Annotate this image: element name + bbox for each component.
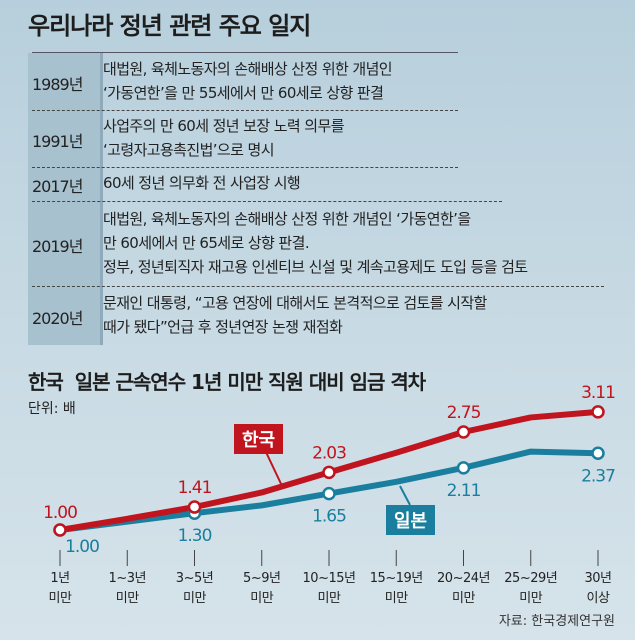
source-note: 자료: 한국경제연구원 bbox=[498, 614, 615, 629]
x-tick-label: 이상 bbox=[587, 591, 610, 606]
timeline-year: 1991년 bbox=[32, 131, 83, 151]
description-line: ‘고령자고용촉진법’으로 명시 bbox=[103, 140, 275, 159]
x-tick-label: 25~29년 bbox=[504, 571, 557, 586]
description-line: ‘가동연한’을 만 55세에서 만 60세로 상향 판결 bbox=[103, 83, 384, 102]
timeline-year: 2020년 bbox=[32, 308, 83, 328]
data-point bbox=[322, 465, 336, 480]
x-tick-label: 미만 bbox=[116, 591, 139, 606]
row-divider bbox=[32, 167, 458, 168]
x-tick-label: 5~9년 bbox=[243, 571, 280, 586]
data-label: 2.11 bbox=[447, 481, 481, 501]
description-line: 대법원, 육체노동자의 손해배상 산정 위한 개념인 ‘가동연한’을 bbox=[103, 209, 471, 228]
data-point bbox=[322, 486, 336, 501]
description-line: 대법원, 육체노동자의 손해배상 산정 위한 개념인 bbox=[103, 59, 393, 78]
data-label: 1.00 bbox=[43, 503, 77, 523]
data-label: 1.41 bbox=[178, 478, 212, 498]
timeline-description: 사업주의 만 60세 정년 보장 노력 의무를 ‘고령자고용촉진법’으로 명시 bbox=[103, 114, 345, 162]
description-line: 정부, 정년퇴직자 재고용 인센티브 신설 및 계속고용제도 도입 등을 검토 bbox=[103, 257, 528, 276]
data-label: 2.03 bbox=[312, 443, 346, 463]
timeline-description: 60세 정년 의무화 전 사업장 시행 bbox=[103, 171, 301, 195]
x-tick-label: 미만 bbox=[519, 591, 542, 606]
data-label: 1.65 bbox=[312, 507, 346, 527]
legend-japan: 일본 bbox=[386, 505, 436, 535]
chart-title: 한국 일본 근속연수 1년 미만 직원 대비 임금 격차 bbox=[28, 370, 426, 394]
data-label: 2.75 bbox=[447, 403, 481, 423]
x-tick-label: 1~3년 bbox=[109, 571, 146, 586]
timeline-year: 1989년 bbox=[32, 74, 83, 94]
x-tick-label: 20~24년 bbox=[437, 571, 490, 586]
x-tick-label: 미만 bbox=[250, 591, 273, 606]
x-tick-label: 미만 bbox=[452, 591, 475, 606]
description-line: 60세 정년 의무화 전 사업장 시행 bbox=[103, 174, 301, 192]
x-tick-label: 미만 bbox=[318, 591, 341, 606]
year-column bbox=[28, 53, 103, 345]
data-point bbox=[456, 461, 471, 475]
data-point bbox=[53, 523, 67, 537]
x-tick-label: 3~5년 bbox=[176, 571, 213, 586]
data-label: 3.11 bbox=[581, 383, 615, 403]
x-tick-label: 30년 bbox=[584, 571, 611, 586]
data-point bbox=[456, 425, 471, 439]
divider bbox=[32, 52, 458, 53]
data-label: 2.37 bbox=[581, 466, 615, 486]
description-line: 문재인 대통령, “고용 연장에 대해서도 본격적으로 검토를 시작할 bbox=[103, 293, 487, 312]
x-tick-label: 미만 bbox=[183, 591, 206, 606]
data-point bbox=[187, 500, 202, 514]
x-tick-label: 15~19년 bbox=[370, 571, 423, 586]
data-point bbox=[591, 446, 605, 461]
row-divider bbox=[32, 286, 604, 287]
timeline-description: 대법원, 육체노동자의 손해배상 산정 위한 개념인 ‘가동연한’을 만 55세에… bbox=[103, 57, 393, 105]
data-label: 1.00 bbox=[65, 537, 99, 557]
chart-unit: 단위: 배 bbox=[28, 401, 76, 417]
x-tick-label: 1년 bbox=[50, 571, 69, 586]
row-divider bbox=[32, 201, 502, 202]
x-tick-label: 미만 bbox=[49, 591, 72, 606]
timeline-year: 2019년 bbox=[32, 236, 83, 256]
legend-korea: 한국 bbox=[234, 424, 284, 454]
row-divider bbox=[32, 110, 458, 111]
description-line: 사업주의 만 60세 정년 보장 노력 의무를 bbox=[103, 116, 345, 135]
timeline-year: 2017년 bbox=[32, 177, 83, 196]
data-label: 1.30 bbox=[178, 526, 212, 546]
description-line: 만 60세에서 만 65세로 상향 판결. bbox=[103, 233, 310, 252]
data-point bbox=[591, 405, 605, 419]
legend-pointer bbox=[264, 449, 284, 489]
x-tick-label: 미만 bbox=[385, 591, 408, 606]
description-line: 때가 됐다”언급 후 정년연장 논쟁 재점화 bbox=[103, 317, 343, 336]
x-tick-label: 10~15년 bbox=[303, 571, 356, 586]
legend-pointer bbox=[399, 485, 411, 506]
page-title: 우리나라 정년 관련 주요 일지 bbox=[28, 12, 311, 40]
